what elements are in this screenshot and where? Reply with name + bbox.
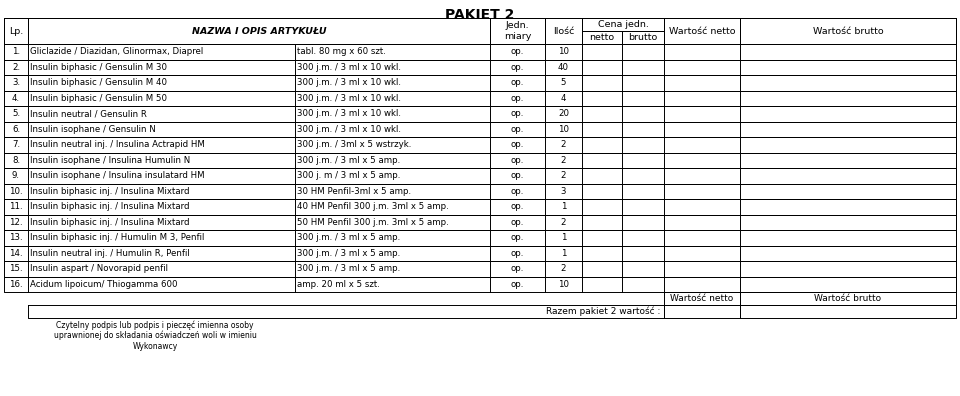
Text: 3: 3: [561, 187, 566, 196]
Text: op.: op.: [511, 218, 524, 227]
Text: 8.: 8.: [12, 156, 20, 165]
Text: op.: op.: [511, 140, 524, 149]
Text: 40: 40: [558, 63, 569, 72]
Text: op.: op.: [511, 125, 524, 134]
Text: 12.: 12.: [10, 218, 23, 227]
Text: Czytelny podpis lub podpis i pieczęć imienna osoby
uprawnionej do składania oświ: Czytelny podpis lub podpis i pieczęć imi…: [54, 320, 256, 351]
Text: 1: 1: [561, 249, 566, 258]
Text: 2.: 2.: [12, 63, 20, 72]
Text: 1: 1: [561, 202, 566, 211]
Text: 300 j.m. / 3 ml x 10 wkl.: 300 j.m. / 3 ml x 10 wkl.: [297, 78, 401, 87]
Text: 1: 1: [561, 233, 566, 242]
Text: 4.: 4.: [12, 94, 20, 103]
Text: 300 j.m. / 3 ml x 5 amp.: 300 j.m. / 3 ml x 5 amp.: [297, 156, 400, 165]
Text: op.: op.: [511, 280, 524, 289]
Text: 5.: 5.: [12, 109, 20, 118]
Text: Insulin isophane / Insulina insulatard HM: Insulin isophane / Insulina insulatard H…: [30, 171, 204, 180]
Text: 11.: 11.: [10, 202, 23, 211]
Text: 6.: 6.: [12, 125, 20, 134]
Text: Insulin biphasic inj. / Insulina Mixtard: Insulin biphasic inj. / Insulina Mixtard: [30, 202, 189, 211]
Text: Insulin isophane / Insulina Humulin N: Insulin isophane / Insulina Humulin N: [30, 156, 190, 165]
Text: Insulin biphasic / Gensulin M 40: Insulin biphasic / Gensulin M 40: [30, 78, 167, 87]
Text: Wartość netto: Wartość netto: [669, 27, 735, 36]
Text: Insulin neutral inj. / Insulina Actrapid HM: Insulin neutral inj. / Insulina Actrapid…: [30, 140, 204, 149]
Text: op.: op.: [511, 94, 524, 103]
Text: 14.: 14.: [10, 249, 23, 258]
Text: Insulin neutral inj. / Humulin R, Penfil: Insulin neutral inj. / Humulin R, Penfil: [30, 249, 190, 258]
Text: 15.: 15.: [10, 264, 23, 273]
Text: 20: 20: [558, 109, 569, 118]
Text: 300 j.m. / 3 ml x 10 wkl.: 300 j.m. / 3 ml x 10 wkl.: [297, 109, 401, 118]
Text: 300 j.m. / 3 ml x 10 wkl.: 300 j.m. / 3 ml x 10 wkl.: [297, 63, 401, 72]
Text: op.: op.: [511, 249, 524, 258]
Text: Gliclazide / Diazidan, Glinormax, Diaprel: Gliclazide / Diazidan, Glinormax, Diapre…: [30, 47, 204, 56]
Text: NAZWA I OPIS ARTYKUŁU: NAZWA I OPIS ARTYKUŁU: [192, 27, 326, 36]
Text: 7.: 7.: [12, 140, 20, 149]
Text: op.: op.: [511, 78, 524, 87]
Text: 40 HM Penfil 300 j.m. 3ml x 5 amp.: 40 HM Penfil 300 j.m. 3ml x 5 amp.: [297, 202, 448, 211]
Text: Razem pakiet 2 wartość :: Razem pakiet 2 wartość :: [545, 307, 660, 316]
Text: 2: 2: [561, 140, 566, 149]
Text: 13.: 13.: [10, 233, 23, 242]
Text: op.: op.: [511, 63, 524, 72]
Text: op.: op.: [511, 264, 524, 273]
Text: 4: 4: [561, 94, 566, 103]
Text: op.: op.: [511, 202, 524, 211]
Text: PAKIET 2: PAKIET 2: [445, 8, 515, 22]
Text: 2: 2: [561, 171, 566, 180]
Text: 300 j.m. / 3ml x 5 wstrzyk.: 300 j.m. / 3ml x 5 wstrzyk.: [297, 140, 412, 149]
Text: op.: op.: [511, 109, 524, 118]
Text: Insulin biphasic / Gensulin M 30: Insulin biphasic / Gensulin M 30: [30, 63, 167, 72]
Text: Acidum lipoicum/ Thiogamma 600: Acidum lipoicum/ Thiogamma 600: [30, 280, 178, 289]
Text: 300 j. m / 3 ml x 5 amp.: 300 j. m / 3 ml x 5 amp.: [297, 171, 400, 180]
Text: 16.: 16.: [10, 280, 23, 289]
Text: 2: 2: [561, 156, 566, 165]
Text: Wartość netto: Wartość netto: [670, 294, 733, 303]
Text: Insulin biphasic inj. / Humulin M 3, Penfil: Insulin biphasic inj. / Humulin M 3, Pen…: [30, 233, 204, 242]
Text: 30 HM Penfil-3ml x 5 amp.: 30 HM Penfil-3ml x 5 amp.: [297, 187, 411, 196]
Text: op.: op.: [511, 156, 524, 165]
Text: brutto: brutto: [629, 33, 658, 42]
Text: op.: op.: [511, 187, 524, 196]
Text: Insulin biphasic inj. / Insulina Mixtard: Insulin biphasic inj. / Insulina Mixtard: [30, 218, 189, 227]
Text: 2: 2: [561, 264, 566, 273]
Text: Insulin isophane / Gensulin N: Insulin isophane / Gensulin N: [30, 125, 156, 134]
Text: 3.: 3.: [12, 78, 20, 87]
Text: Lp.: Lp.: [9, 27, 23, 36]
Text: op.: op.: [511, 171, 524, 180]
Text: Cena jedn.: Cena jedn.: [597, 20, 648, 29]
Text: 10.: 10.: [10, 187, 23, 196]
Text: 9.: 9.: [12, 171, 20, 180]
Text: 1.: 1.: [12, 47, 20, 56]
Text: Insulin neutral / Gensulin R: Insulin neutral / Gensulin R: [30, 109, 147, 118]
Text: 50 HM Penfil 300 j.m. 3ml x 5 amp.: 50 HM Penfil 300 j.m. 3ml x 5 amp.: [297, 218, 448, 227]
Text: op.: op.: [511, 47, 524, 56]
Text: Ilość: Ilość: [553, 27, 574, 36]
Text: netto: netto: [589, 33, 614, 42]
Text: 10: 10: [558, 280, 569, 289]
Text: tabl. 80 mg x 60 szt.: tabl. 80 mg x 60 szt.: [297, 47, 386, 56]
Text: Wartość brutto: Wartość brutto: [814, 294, 881, 303]
Text: Insulin biphasic inj. / Insulina Mixtard: Insulin biphasic inj. / Insulina Mixtard: [30, 187, 189, 196]
Text: 5: 5: [561, 78, 566, 87]
Text: 10: 10: [558, 47, 569, 56]
Text: 300 j.m. / 3 ml x 10 wkl.: 300 j.m. / 3 ml x 10 wkl.: [297, 94, 401, 103]
Text: 10: 10: [558, 125, 569, 134]
Text: 300 j.m. / 3 ml x 5 amp.: 300 j.m. / 3 ml x 5 amp.: [297, 233, 400, 242]
Text: amp. 20 ml x 5 szt.: amp. 20 ml x 5 szt.: [297, 280, 380, 289]
Text: Jedn.
miary: Jedn. miary: [504, 21, 531, 41]
Text: 2: 2: [561, 218, 566, 227]
Text: Insulin biphasic / Gensulin M 50: Insulin biphasic / Gensulin M 50: [30, 94, 167, 103]
Text: Insulin aspart / Novorapid penfil: Insulin aspart / Novorapid penfil: [30, 264, 168, 273]
Text: 300 j.m. / 3 ml x 5 amp.: 300 j.m. / 3 ml x 5 amp.: [297, 264, 400, 273]
Text: op.: op.: [511, 233, 524, 242]
Text: 300 j.m. / 3 ml x 10 wkl.: 300 j.m. / 3 ml x 10 wkl.: [297, 125, 401, 134]
Text: Wartość brutto: Wartość brutto: [813, 27, 883, 36]
Text: 300 j.m. / 3 ml x 5 amp.: 300 j.m. / 3 ml x 5 amp.: [297, 249, 400, 258]
